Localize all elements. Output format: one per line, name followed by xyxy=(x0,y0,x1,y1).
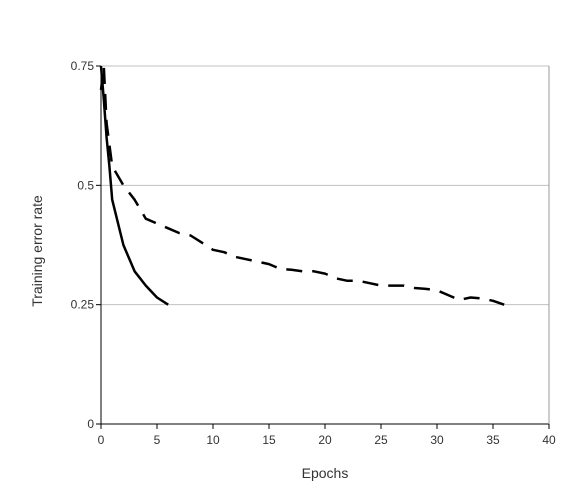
y-ticks: 0 0.25 0.5 0.75 xyxy=(71,59,101,431)
grid-lines xyxy=(101,65,549,306)
x-tick-label: 10 xyxy=(206,433,220,447)
x-tick-label: 40 xyxy=(542,433,556,447)
x-tick-label: 5 xyxy=(154,433,161,447)
x-tick-label: 0 xyxy=(98,433,105,447)
series xyxy=(99,64,505,306)
x-tick-label: 20 xyxy=(318,433,332,447)
dashed-series-line xyxy=(99,64,505,306)
x-axis-title: Epochs xyxy=(302,465,349,481)
solid-series-line xyxy=(99,65,169,306)
y-tick-label: 0.5 xyxy=(77,178,94,192)
x-tick-label: 25 xyxy=(374,433,388,447)
x-ticks: 0 5 10 15 20 25 30 35 40 xyxy=(98,424,556,447)
x-tick-label: 35 xyxy=(486,433,500,447)
x-tick-label: 15 xyxy=(262,433,276,447)
axes xyxy=(100,66,550,425)
y-tick-label: 0.75 xyxy=(71,59,95,73)
x-tick-label: 30 xyxy=(430,433,444,447)
y-tick-label: 0.25 xyxy=(71,298,95,312)
y-axis-title: Training error rate xyxy=(29,195,45,307)
y-tick-label: 0 xyxy=(87,417,94,431)
